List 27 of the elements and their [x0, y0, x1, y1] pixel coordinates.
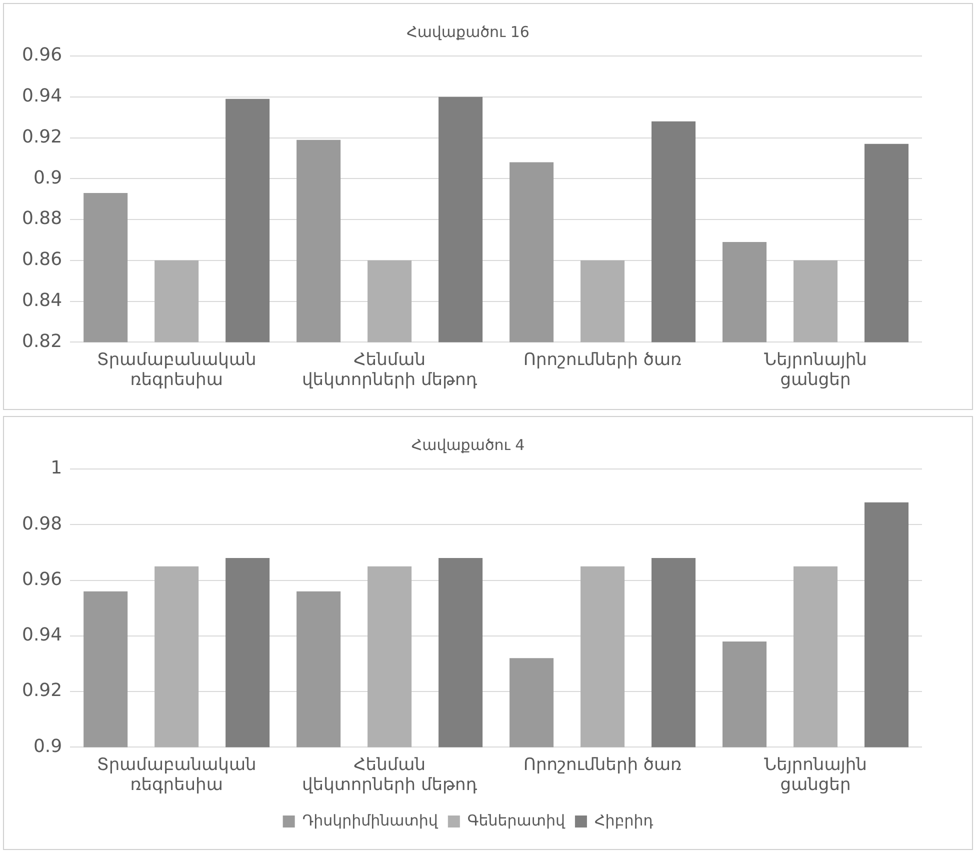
- x-tick-label: Հենման վեկտորների մեթոդ: [302, 350, 478, 390]
- x-tick-label: Նեյրոնային ցանցեր: [764, 754, 867, 796]
- y-tick-label: 0.94: [22, 624, 62, 646]
- y-tick-label: 0.92: [22, 126, 62, 148]
- x-tick-label: Տրամաբանական ռեգրեսիա: [96, 754, 256, 796]
- legend-label: Գեներատիվ: [467, 811, 566, 830]
- legend-label: Հիբրիդ: [594, 811, 654, 830]
- x-tick-label: Հենման վեկտորների մեթոդ: [302, 754, 478, 796]
- chart-title: Հավաքածու 4: [411, 436, 525, 454]
- x-tick-label: Որոշումների ծառ: [523, 754, 682, 775]
- y-tick-label: 1: [50, 458, 62, 479]
- x-tick-label: Նեյրոնային ցանցեր: [764, 350, 867, 390]
- x-tick-label: Տրամաբանական ռեգրեսիա: [96, 350, 256, 390]
- y-tick-label: 0.86: [22, 249, 62, 270]
- y-tick-label: 0.82: [22, 330, 62, 352]
- chart-title: Հավաքածու 16: [406, 22, 530, 41]
- y-tick-label: 0.88: [22, 208, 62, 230]
- x-tick-label: Որոշումների ծառ: [523, 350, 682, 370]
- y-tick-label: 0.92: [22, 680, 62, 702]
- y-tick-label: 0.96: [22, 44, 62, 66]
- y-tick-label: 0.96: [22, 568, 62, 590]
- y-tick-label: 0.94: [22, 86, 62, 107]
- legend-label: Դիսկրիմինատիվ: [302, 811, 438, 830]
- y-tick-label: 0.84: [22, 290, 62, 311]
- y-tick-label: 0.98: [22, 513, 62, 534]
- y-tick-label: 0.9: [33, 736, 62, 757]
- y-tick-label: 0.9: [33, 167, 62, 188]
